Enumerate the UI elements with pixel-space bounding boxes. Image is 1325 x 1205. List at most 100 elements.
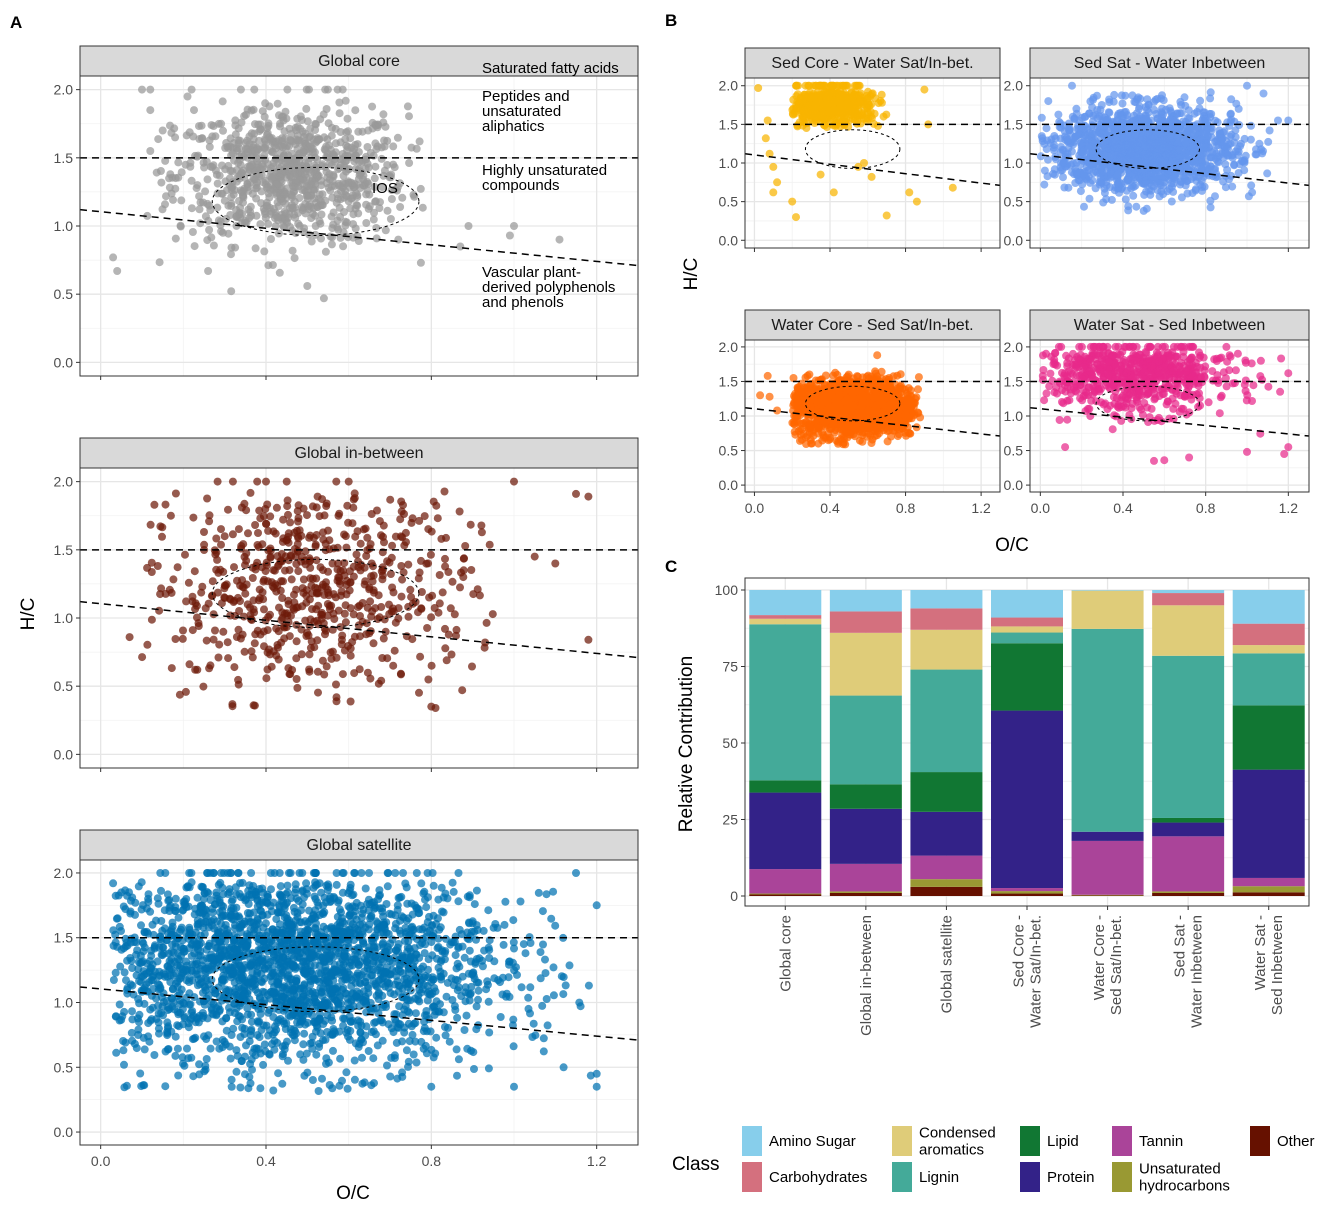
data-point [291, 176, 300, 185]
data-point [242, 506, 251, 515]
data-point [191, 605, 200, 614]
data-point [216, 221, 225, 230]
data-point [809, 108, 818, 117]
facet-title: Global in-between [295, 445, 424, 462]
data-point [284, 1011, 293, 1020]
data-point [379, 532, 387, 541]
y-tick-label: 1.5 [54, 150, 74, 166]
data-point [360, 580, 369, 589]
data-point [390, 646, 399, 655]
data-point [366, 1004, 375, 1013]
data-point [137, 972, 146, 981]
data-point [278, 968, 287, 976]
data-point [212, 1037, 221, 1046]
data-point [146, 907, 155, 916]
data-point [113, 914, 122, 923]
data-point [370, 931, 379, 940]
data-point [186, 1015, 195, 1024]
data-point [272, 651, 281, 660]
data-point [529, 1019, 538, 1028]
data-point [117, 888, 126, 897]
data-point [1037, 113, 1046, 122]
data-point [429, 1053, 438, 1062]
data-point [218, 976, 227, 985]
data-point [278, 1079, 287, 1088]
data-point [146, 1005, 155, 1014]
data-point [539, 1034, 548, 1043]
data-point [140, 928, 149, 937]
data-point [250, 981, 259, 990]
data-point [256, 1084, 265, 1093]
data-point [182, 597, 191, 606]
data-point [236, 879, 244, 888]
data-point [136, 1069, 145, 1078]
data-point [484, 1064, 493, 1073]
data-point [354, 994, 363, 1003]
data-point [241, 589, 250, 598]
data-point [323, 942, 332, 950]
data-point [220, 532, 229, 541]
data-point [401, 924, 410, 932]
data-point [380, 166, 389, 175]
data-point [298, 186, 307, 194]
data-point [290, 254, 299, 263]
data-point [430, 1002, 439, 1011]
data-point [420, 512, 429, 521]
data-point [455, 925, 464, 934]
data-point [464, 222, 473, 230]
data-point [299, 957, 308, 966]
data-point [366, 149, 375, 157]
data-point [365, 202, 374, 211]
data-point [474, 986, 483, 995]
data-point [252, 154, 261, 163]
annotation-vascular-plant: and phenols [482, 294, 564, 311]
data-point [584, 635, 593, 644]
data-point [408, 599, 417, 608]
data-point [299, 1040, 308, 1049]
data-point [236, 85, 245, 94]
data-point [290, 598, 299, 607]
data-point [241, 978, 250, 987]
data-point [321, 196, 330, 205]
y-tick-label: 0.5 [54, 678, 74, 694]
y-tick-label: 0.0 [54, 746, 74, 762]
data-point [199, 923, 208, 932]
data-point [250, 1044, 259, 1053]
data-point [252, 956, 261, 965]
data-point [196, 219, 205, 228]
data-point [135, 999, 144, 1008]
data-point [337, 587, 346, 596]
data-point [461, 997, 470, 1006]
data-point [188, 228, 197, 236]
data-point [307, 237, 316, 246]
data-point [213, 588, 222, 597]
data-point [427, 613, 436, 622]
data-point [205, 142, 214, 151]
data-point [132, 950, 141, 959]
annotation-peptides: aliphatics [482, 118, 545, 135]
data-point [255, 885, 264, 893]
data-point [120, 1060, 128, 1069]
data-point [436, 923, 445, 932]
data-point [369, 1054, 378, 1063]
data-point [1118, 99, 1127, 108]
data-point [328, 1016, 337, 1025]
data-point [244, 186, 253, 195]
data-point [275, 111, 283, 120]
data-point [380, 136, 389, 145]
data-point [351, 923, 359, 932]
data-point [422, 903, 431, 912]
data-point [270, 869, 279, 877]
data-point [345, 1035, 354, 1044]
data-point [383, 869, 392, 877]
data-point [269, 1013, 278, 1021]
data-point [427, 1082, 436, 1091]
data-point [475, 591, 484, 600]
data-point [177, 923, 186, 932]
data-point [403, 899, 412, 908]
data-point [230, 563, 238, 572]
data-point [298, 206, 307, 215]
data-point [510, 1082, 518, 1091]
data-point [499, 940, 508, 949]
data-point [214, 929, 223, 938]
